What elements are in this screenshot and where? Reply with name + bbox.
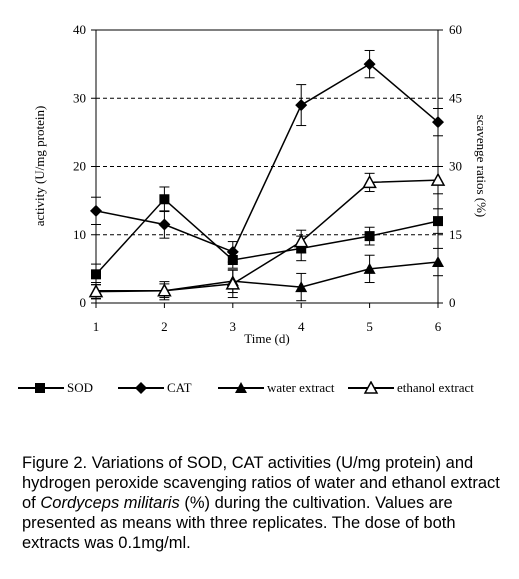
data-point-sod bbox=[433, 216, 443, 227]
data-point-ethanol-extract bbox=[293, 234, 309, 248]
legend-marker-cat bbox=[118, 382, 164, 394]
data-point-ethanol-extract bbox=[225, 276, 241, 290]
x-tick-label: 3 bbox=[230, 319, 237, 334]
legend-marker-ethanol-extract bbox=[348, 381, 394, 394]
series-line-cat bbox=[95, 63, 439, 253]
y2-tick-label: 60 bbox=[449, 22, 462, 37]
legend: SOD CAT water extract ethanol extract bbox=[18, 375, 498, 401]
x-tick-label: 5 bbox=[366, 319, 373, 334]
x-axis-label: Time (d) bbox=[244, 331, 289, 346]
data-point-water-extract bbox=[432, 256, 444, 268]
x-tick-label: 4 bbox=[298, 319, 305, 334]
data-point-cat bbox=[90, 204, 102, 217]
data-point-ethanol-extract bbox=[362, 174, 377, 189]
series-sod bbox=[91, 186, 443, 286]
data-point-cat bbox=[432, 116, 444, 129]
x-tick-label: 2 bbox=[161, 319, 168, 334]
y-tick-label: 30 bbox=[73, 90, 86, 105]
y-tick-label: 10 bbox=[73, 227, 86, 242]
series-ethanol-extract bbox=[88, 166, 446, 299]
y2-tick-label: 0 bbox=[449, 295, 456, 310]
caption-text-part2: (%) during the cultivation. Values are p… bbox=[22, 494, 456, 552]
data-point-cat bbox=[226, 245, 239, 258]
series-water-extract bbox=[90, 247, 444, 302]
y2-axis-label: scavenge ratios (%) bbox=[474, 115, 489, 218]
series-group bbox=[88, 49, 446, 302]
x-tick-label: 1 bbox=[93, 319, 100, 334]
y2-tick-label: 45 bbox=[449, 90, 462, 105]
legend-item-sod: SOD bbox=[18, 375, 93, 401]
data-point-water-extract bbox=[295, 281, 308, 293]
y2-tick-label: 15 bbox=[449, 227, 462, 242]
data-point-ethanol-extract bbox=[430, 172, 446, 186]
series-line-ethanol-extract bbox=[95, 179, 439, 293]
data-point-sod bbox=[159, 194, 170, 205]
legend-label-sod: SOD bbox=[67, 380, 94, 395]
y-tick-label: 20 bbox=[73, 159, 86, 174]
legend-marker-water-extract bbox=[218, 382, 264, 393]
legend-label-water-extract: water extract bbox=[267, 380, 335, 395]
legend-label-ethanol-extract: ethanol extract bbox=[397, 380, 474, 395]
data-point-ethanol-extract bbox=[157, 283, 172, 297]
x-tick-label: 6 bbox=[435, 319, 442, 334]
data-point-sod bbox=[91, 269, 101, 280]
y-tick-label: 0 bbox=[80, 295, 87, 310]
caption-species: Cordyceps militaris bbox=[40, 494, 180, 512]
y-axis-label: activity (U/mg protein) bbox=[32, 106, 47, 227]
y2-tick-label: 30 bbox=[449, 159, 462, 174]
data-point-cat bbox=[295, 99, 308, 112]
data-point-sod bbox=[364, 231, 375, 242]
data-point-cat bbox=[158, 218, 171, 231]
caption-text-part1: Figure 2. Variations of SOD, CAT activit… bbox=[22, 454, 500, 512]
legend-item-ethanol-extract: ethanol extract bbox=[348, 375, 474, 401]
legend-item-cat: CAT bbox=[118, 375, 192, 401]
data-point-ethanol-extract bbox=[88, 284, 104, 298]
data-point-water-extract bbox=[363, 262, 376, 274]
series-line-sod bbox=[95, 198, 439, 275]
legend-label-cat: CAT bbox=[167, 380, 192, 395]
data-point-cat bbox=[363, 58, 376, 71]
series-line-water-extract bbox=[96, 261, 439, 292]
y-tick-label: 40 bbox=[73, 22, 86, 37]
series-cat bbox=[90, 49, 444, 263]
gridlines bbox=[96, 97, 438, 236]
legend-marker-sod bbox=[18, 383, 64, 393]
legend-item-water-extract: water extract bbox=[218, 375, 334, 401]
figure-caption: Figure 2. Variations of SOD, CAT activit… bbox=[22, 453, 512, 553]
